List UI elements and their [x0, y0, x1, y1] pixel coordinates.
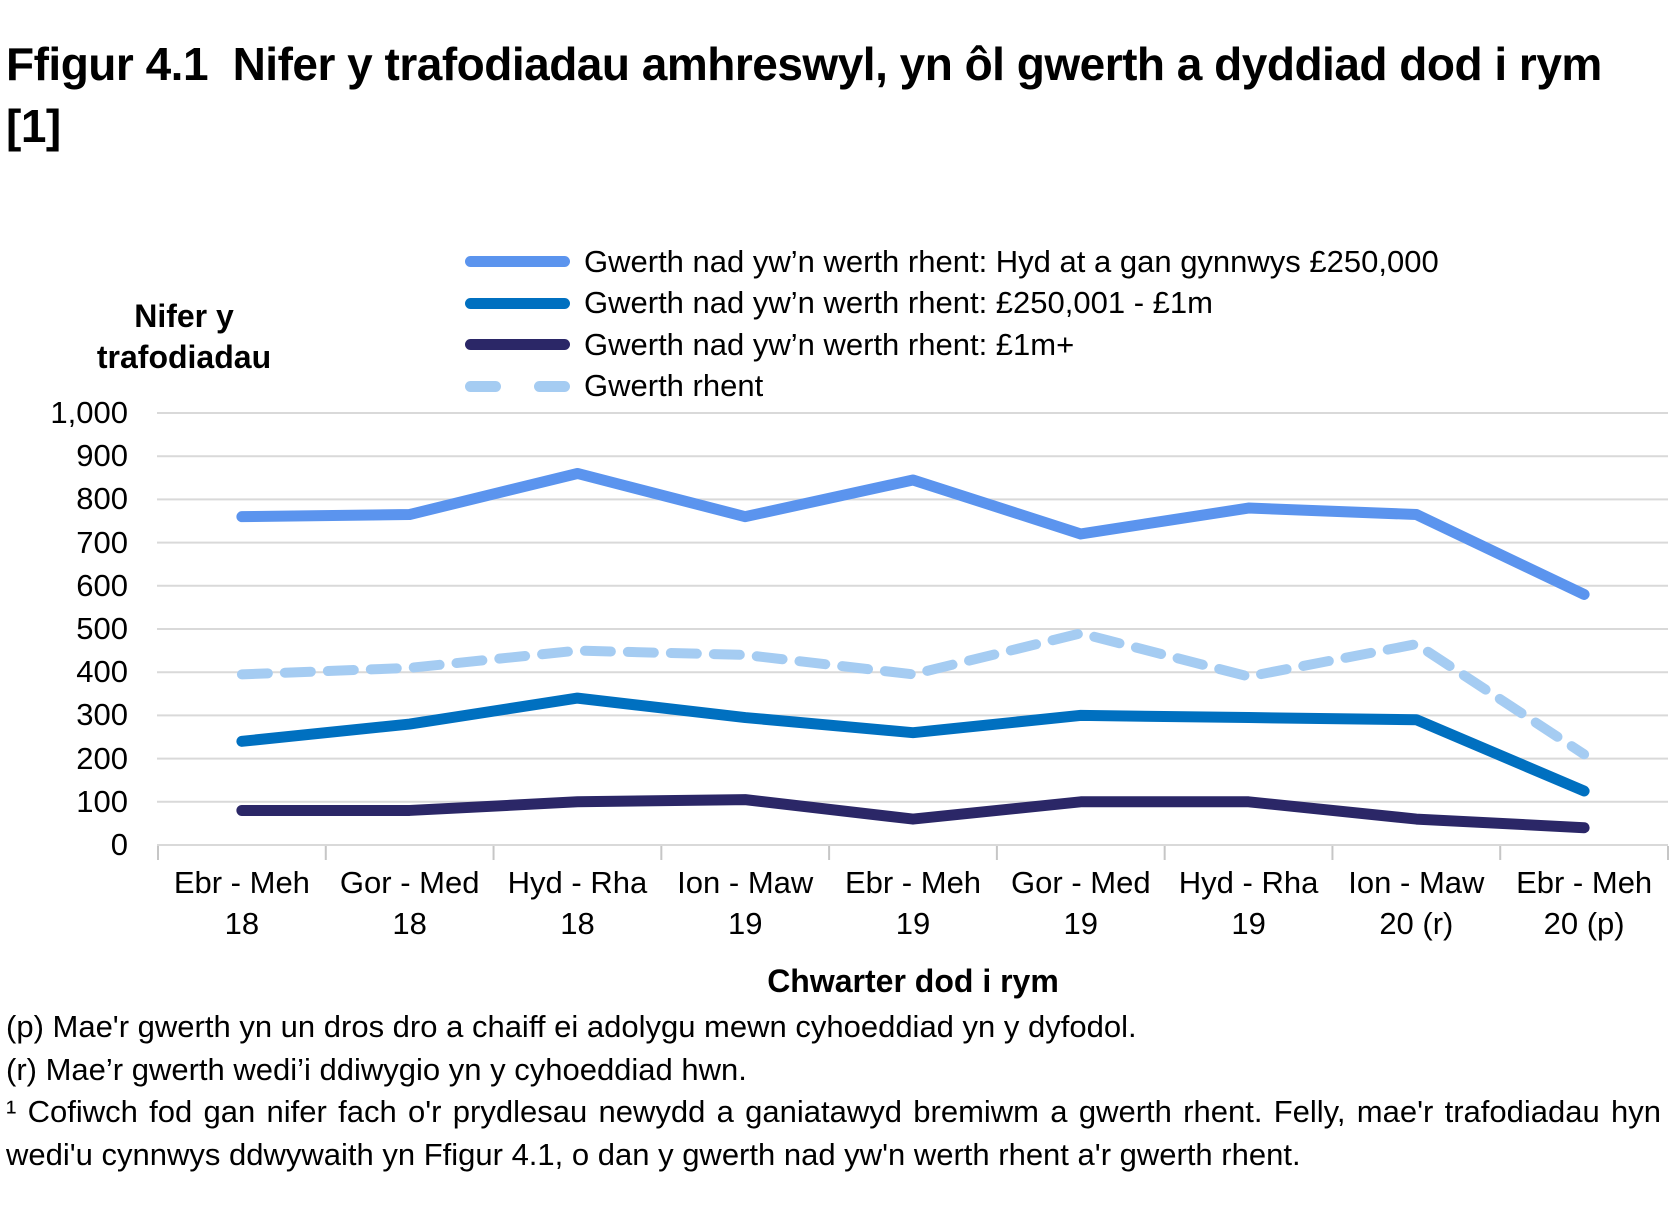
x-tick-quarter: Ebr - Meh: [173, 865, 310, 900]
series-line-3: [236, 794, 1590, 834]
x-tick-quarter: Ebr - Meh: [844, 865, 982, 900]
x-tick-label: Ion - Maw 20 (r): [1332, 862, 1500, 944]
footnotes: (p) Mae'r gwerth yn un dros dro a chaiff…: [6, 1006, 1661, 1176]
legend-item-3: Gwerth nad yw’n werth rhent: £1m+: [465, 324, 1439, 366]
x-tick-quarter: Hyd - Rha: [507, 865, 648, 900]
x-tick-quarter: Ion - Maw: [677, 865, 814, 900]
legend-label: Gwerth nad yw’n werth rhent: Hyd at a ga…: [584, 243, 1439, 279]
y-tick-label: 1,000: [50, 395, 128, 430]
x-tick-quarter: Ion - Maw: [1348, 865, 1485, 900]
x-tick-year: 19: [1231, 906, 1266, 941]
x-tick-label: Ebr - Meh 19: [829, 862, 997, 944]
y-tick-label: 800: [76, 481, 128, 517]
y-tick-label: 700: [76, 524, 128, 560]
footnote-2: (r) Mae’r gwerth wedi’i ddiwygio yn y cy…: [6, 1051, 747, 1087]
x-axis-labels: Ebr - Meh 18 Gor - Med 18 Hyd - Rha 18 Ion - M…: [158, 862, 1668, 944]
legend-dashed-line-swatch: [465, 380, 570, 392]
legend-line-swatch: [465, 339, 570, 351]
legend: Gwerth nad yw’n werth rhent: Hyd at a ga…: [465, 241, 1439, 407]
x-tick-year: 19: [727, 906, 763, 941]
x-tick-label: Ebr - Meh 20 (p): [1500, 862, 1668, 944]
x-tick-year: 18: [560, 906, 595, 941]
legend-item-1: Gwerth nad yw’n werth rhent: Hyd at a ga…: [465, 241, 1439, 283]
x-tick-year: 19: [895, 906, 931, 941]
legend-item-2: Gwerth nad yw’n werth rhent: £250,001 - …: [465, 283, 1439, 325]
x-tick-quarter: Gor - Med: [1011, 865, 1151, 900]
y-axis-title: Nifer y trafodiadau: [96, 298, 272, 375]
x-axis-title: Chwarter dod i rym: [767, 963, 1059, 999]
legend-line-swatch: [465, 297, 570, 309]
series-line-2: [236, 692, 1590, 797]
x-tick-year: 19: [1063, 906, 1099, 941]
series-line-4: [236, 628, 1590, 760]
y-tick-label: 0: [110, 827, 128, 862]
x-axis-tick-marks: [157, 846, 1669, 860]
x-tick-label: Gor - Med 18: [326, 862, 494, 944]
x-tick-label: Ebr - Meh 18: [158, 862, 326, 944]
y-tick-label: 500: [76, 611, 128, 646]
legend-label: Gwerth rhent: [584, 368, 764, 404]
x-tick-quarter: Hyd - Rha: [1178, 865, 1319, 900]
legend-label: Gwerth nad yw’n werth rhent: £250,001 - …: [584, 285, 1213, 321]
series-line-1: [236, 467, 1590, 600]
x-tick-label: Gor - Med 19: [997, 862, 1165, 944]
footnote-3: ¹ Cofiwch fod gan nifer fach o'r prydles…: [6, 1094, 1661, 1172]
x-tick-label: Ion - Maw 19: [661, 862, 829, 944]
x-tick-quarter: Gor - Med: [339, 865, 480, 900]
legend-label: Gwerth nad yw’n werth rhent: £1m+: [584, 326, 1075, 362]
figure-title: Ffigur 4.1 Nifer y trafodiadau amhreswyl…: [6, 37, 1602, 152]
y-tick-label: 200: [76, 740, 128, 776]
x-tick-label: Hyd - Rha 18: [494, 862, 662, 944]
x-tick-year: 20 (p): [1543, 906, 1625, 941]
legend-item-4: Gwerth rhent: [465, 366, 1439, 408]
legend-line-swatch: [465, 256, 570, 268]
y-tick-label: 400: [76, 654, 128, 690]
footnote-1: (p) Mae'r gwerth yn un dros dro a chaiff…: [6, 1009, 1137, 1044]
x-tick-year: 18: [392, 906, 427, 941]
y-tick-label: 300: [76, 697, 128, 733]
x-tick-quarter: Ebr - Meh: [1516, 865, 1653, 900]
x-tick-label: Hyd - Rha 19: [1165, 862, 1333, 944]
y-tick-label: 100: [76, 783, 128, 819]
y-tick-label: 600: [76, 567, 128, 603]
data-series-lines: [236, 467, 1590, 834]
x-tick-year: 20 (r): [1379, 906, 1454, 941]
x-tick-year: 18: [224, 906, 260, 941]
y-tick-label: 900: [76, 438, 128, 474]
